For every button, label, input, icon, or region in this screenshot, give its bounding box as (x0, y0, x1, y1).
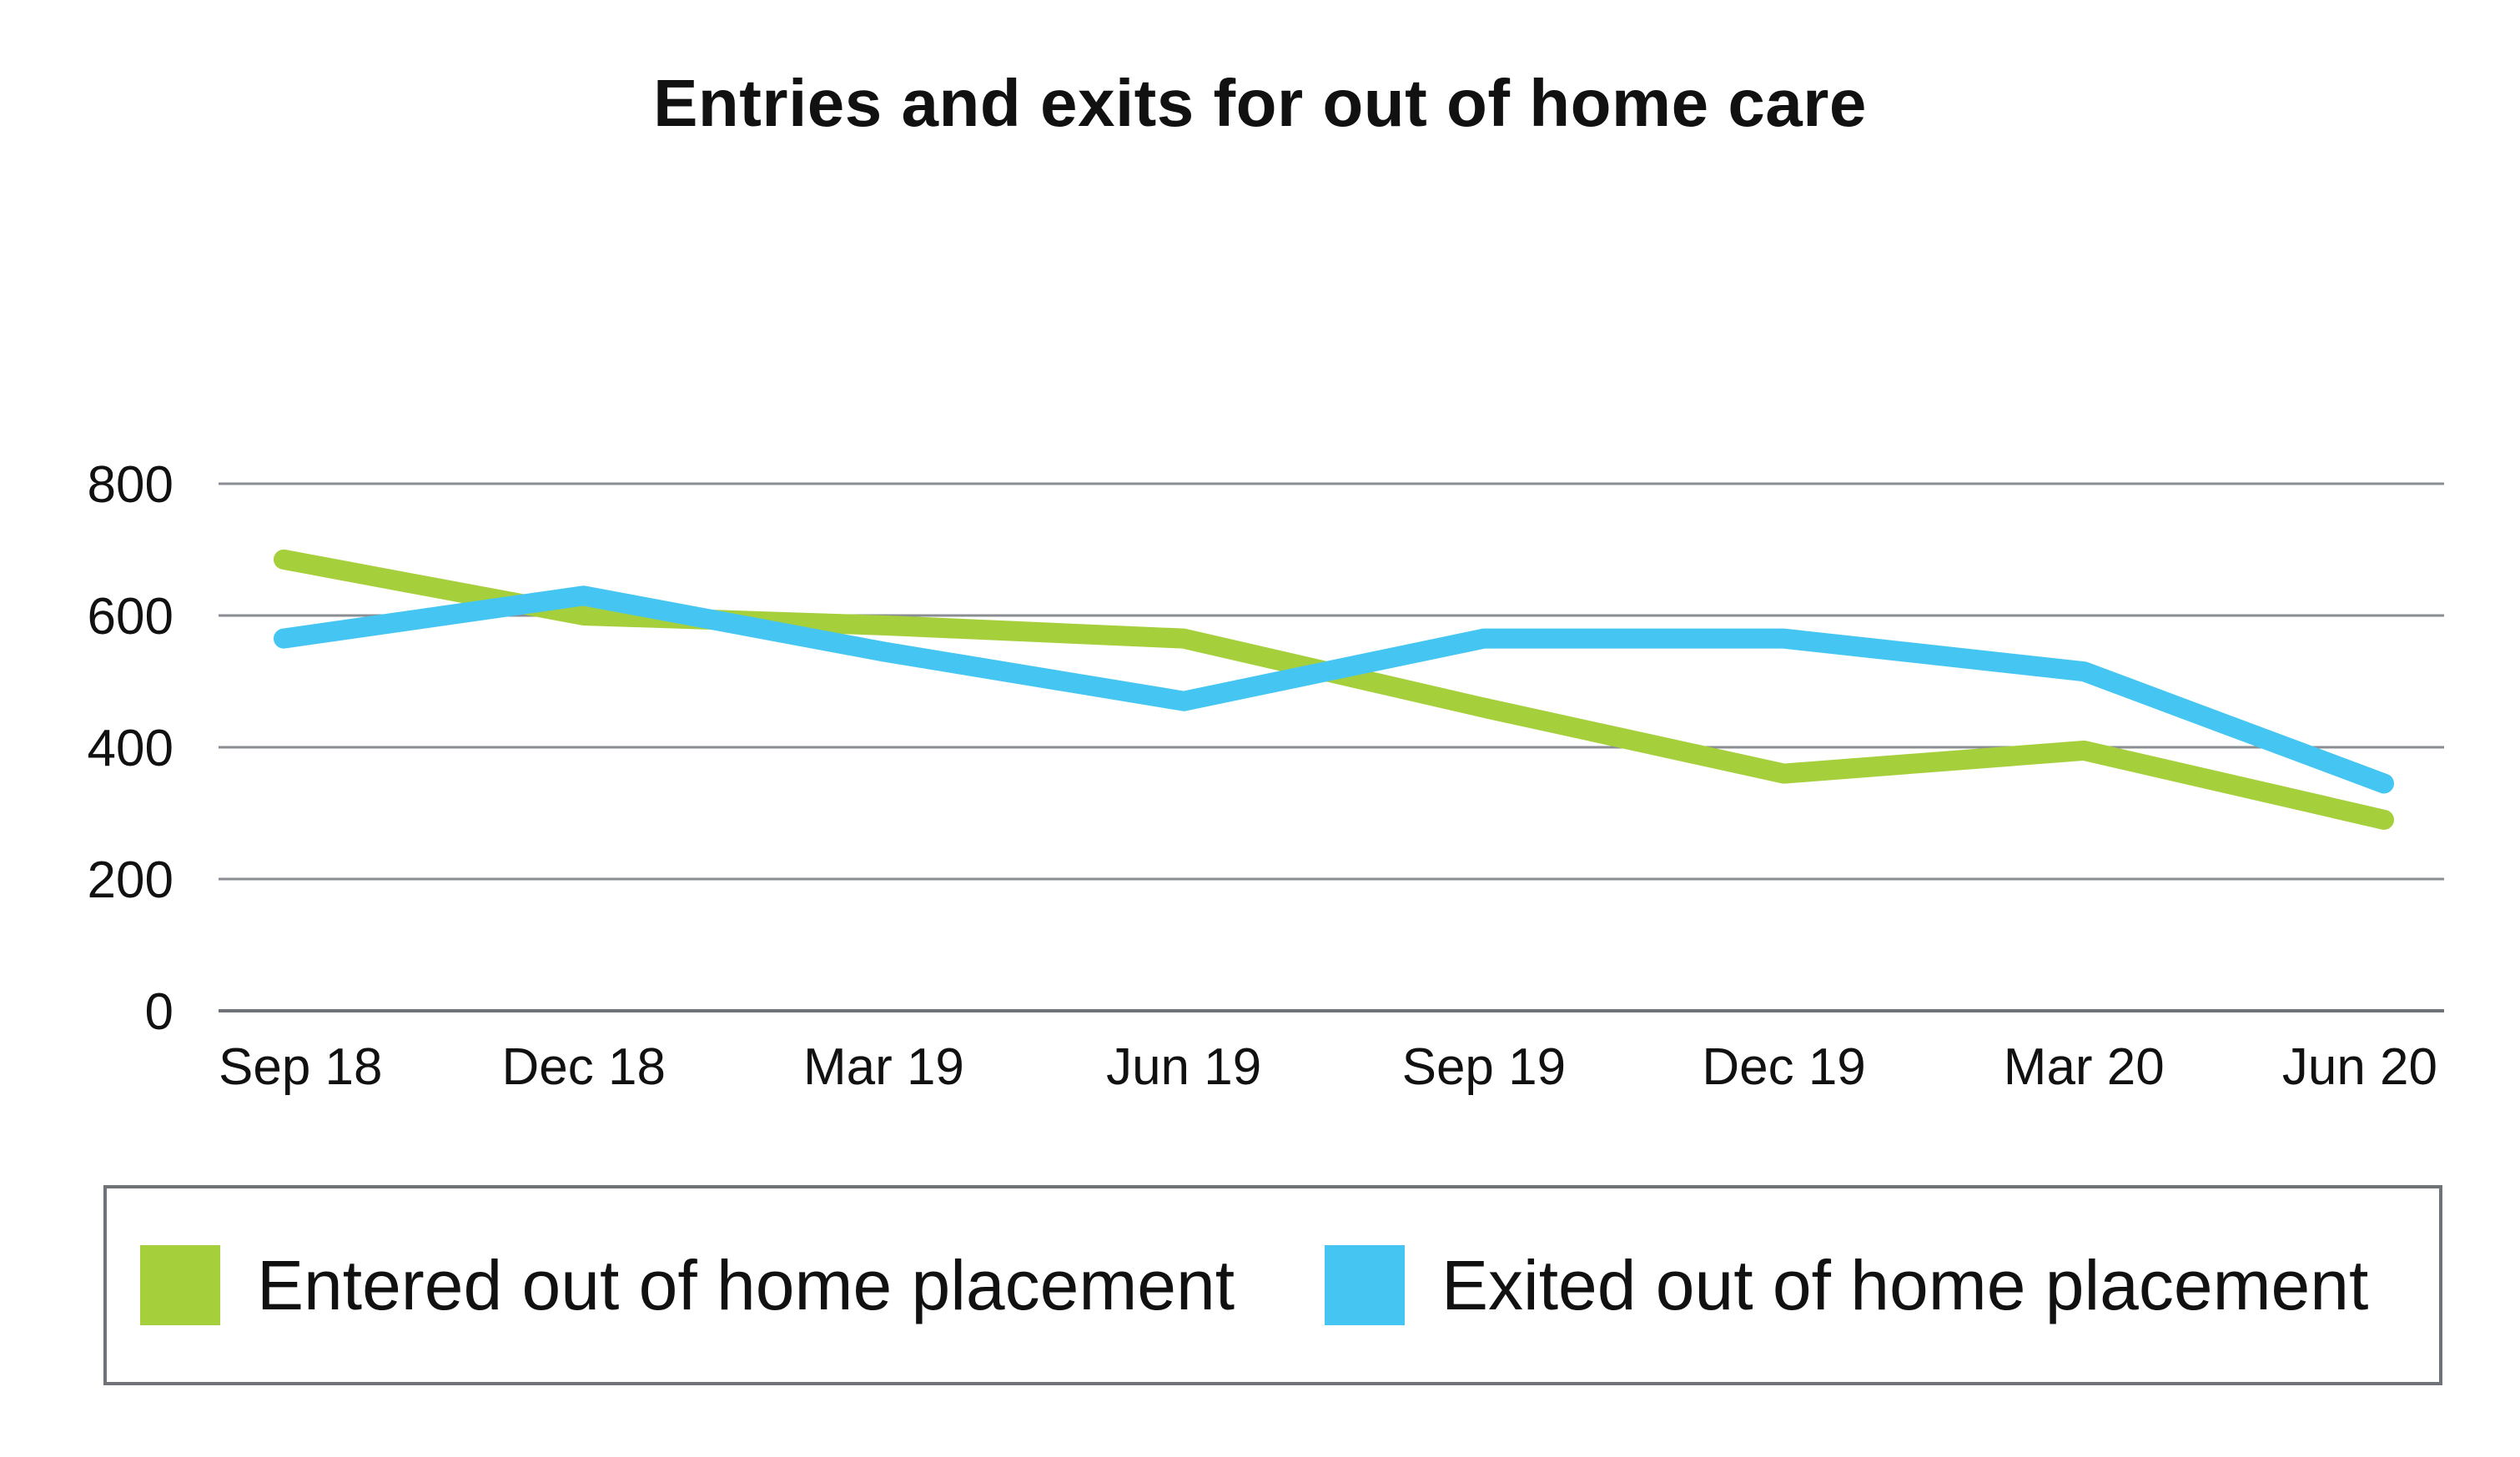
x-tick-label: Dec 18 (501, 1038, 665, 1096)
legend: Entered out of home placement Exited out… (103, 1185, 2442, 1385)
legend-swatch-entered (140, 1245, 220, 1325)
x-axis-ticks: Sep 18 Dec 18 Mar 19 Jun 19 Sep 19 Dec 19 Mar … (219, 1038, 2437, 1096)
y-tick-label: 200 (88, 852, 174, 909)
x-tick-label: Sep 19 (1402, 1038, 1567, 1096)
y-tick-label: 600 (88, 588, 174, 646)
legend-item-exited: Exited out of home placement (1325, 1188, 2368, 1382)
series-line-exited (274, 585, 2394, 794)
y-tick-label: 800 (88, 456, 174, 514)
x-tick-label: Sep 18 (219, 1038, 383, 1096)
legend-label-exited: Exited out of home placement (1441, 1245, 2369, 1324)
legend-item-entered: Entered out of home placement (140, 1188, 1235, 1382)
y-axis-ticks: 0 200 400 600 800 (88, 456, 174, 1041)
chart-title: Entries and exits for out of home care (653, 66, 1867, 140)
y-tick-label: 0 (145, 983, 174, 1041)
legend-swatch-exited (1325, 1245, 1405, 1325)
x-tick-label: Jun 20 (2282, 1038, 2437, 1096)
series-lines (274, 549, 2394, 830)
x-tick-label: Jun 19 (1106, 1038, 1261, 1096)
x-tick-label: Dec 19 (1702, 1038, 1865, 1096)
legend-label-entered: Entered out of home placement (257, 1245, 1235, 1324)
x-tick-label: Mar 19 (803, 1038, 964, 1096)
x-tick-label: Mar 20 (2004, 1038, 2165, 1096)
y-tick-label: 400 (88, 720, 174, 777)
